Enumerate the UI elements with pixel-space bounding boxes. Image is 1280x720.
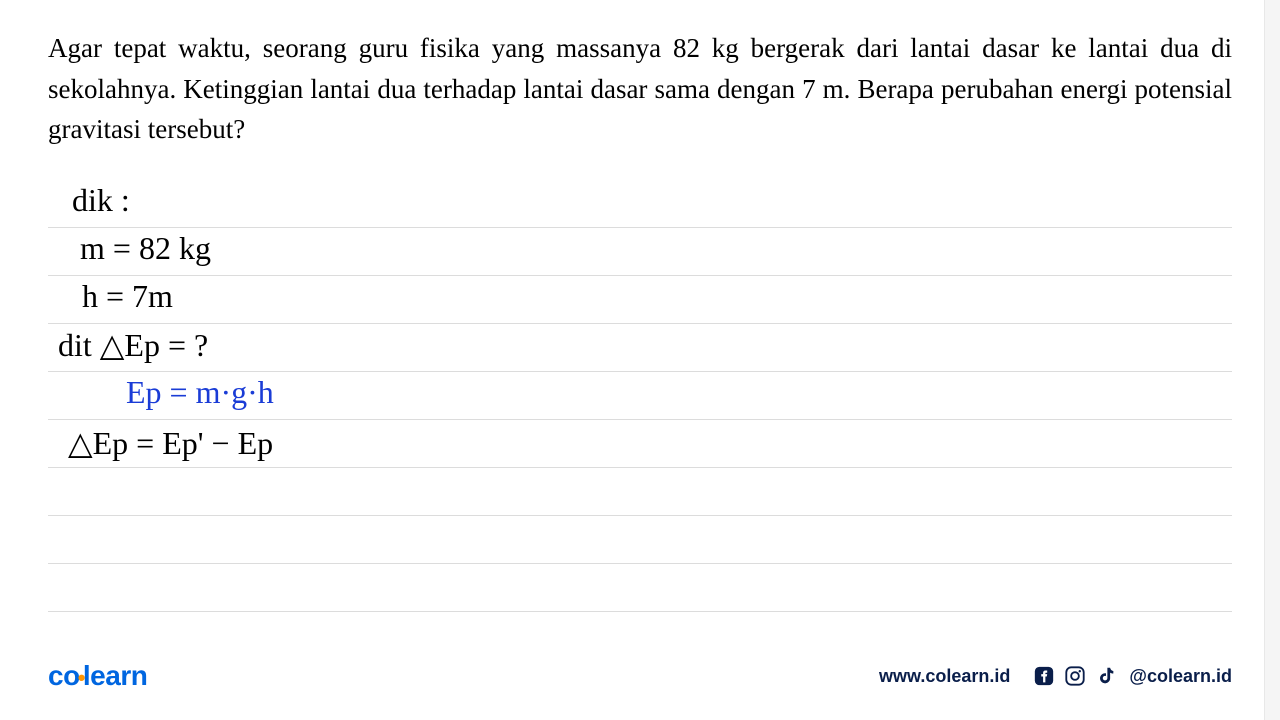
ruled-notebook-area: dik : m = 82 kg h = 7m dit △Ep = ? Ep = … [48, 180, 1232, 612]
social-handle: @colearn.id [1129, 666, 1232, 687]
hw-dit: dit △Ep = ? [58, 326, 208, 364]
rule-line [48, 228, 1232, 276]
page-container: Agar tepat waktu, seorang guru fisika ya… [0, 0, 1280, 720]
footer: co•learn www.colearn.id @colearn.id [0, 660, 1280, 692]
rule-line [48, 468, 1232, 516]
rule-line [48, 324, 1232, 372]
problem-statement: Agar tepat waktu, seorang guru fisika ya… [48, 28, 1232, 150]
hw-delta-ep: △Ep = Ep' − Ep [68, 424, 273, 462]
logo-learn: learn [83, 660, 147, 691]
rule-line [48, 564, 1232, 612]
colearn-logo: co•learn [48, 660, 147, 692]
footer-right: www.colearn.id @colearn.id [879, 664, 1232, 688]
social-icons: @colearn.id [1032, 664, 1232, 688]
tiktok-icon [1094, 664, 1118, 688]
logo-co: co [48, 660, 80, 691]
rule-line [48, 516, 1232, 564]
facebook-icon [1032, 664, 1056, 688]
rule-line [48, 180, 1232, 228]
hw-mass: m = 82 kg [80, 230, 211, 267]
hw-formula-ep: Ep = m·g·h [126, 374, 274, 411]
website-url: www.colearn.id [879, 666, 1010, 687]
scrollbar[interactable] [1264, 0, 1280, 720]
rule-line [48, 276, 1232, 324]
instagram-icon [1063, 664, 1087, 688]
hw-dik: dik : [72, 182, 130, 219]
hw-height: h = 7m [82, 278, 173, 315]
